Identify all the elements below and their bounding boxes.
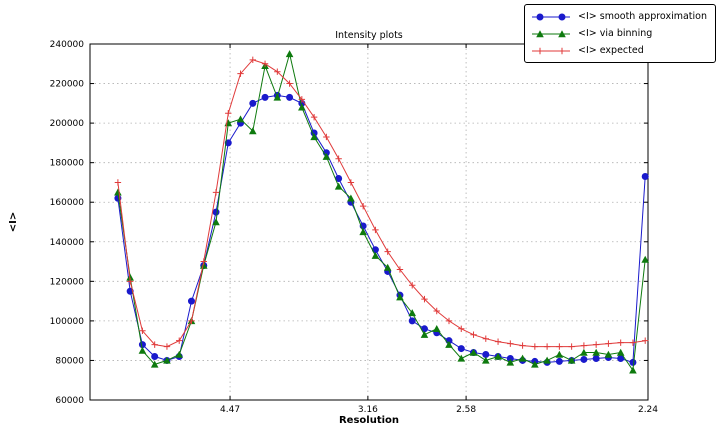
series-1 <box>114 50 650 374</box>
y-tick-label: 180000 <box>50 159 85 169</box>
x-tick-label: 4.47 <box>220 405 240 415</box>
y-tick-label: 60000 <box>55 396 84 406</box>
legend: <I> smooth approximation <I> via binning… <box>524 4 716 63</box>
y-tick-label: 120000 <box>50 277 85 287</box>
y-tick-label: 160000 <box>50 198 85 208</box>
legend-label-expected: <I> expected <box>578 45 644 56</box>
series-0 <box>114 91 649 366</box>
x-tick-label: 3.16 <box>358 405 378 415</box>
y-axis-label: <I> <box>8 212 19 232</box>
x-tick-label: 2.58 <box>456 405 476 415</box>
legend-line-circle-icon <box>532 13 571 20</box>
y-tick-label: 200000 <box>50 119 85 129</box>
series-2 <box>114 56 649 350</box>
chart-title: Intensity plots <box>335 30 403 41</box>
y-tick-label: 240000 <box>50 40 85 50</box>
x-axis-label: Resolution <box>339 415 399 426</box>
legend-line-plus-icon <box>532 47 571 54</box>
tick-labels: 60000 80000 100000 120000 140000 160000 180000… <box>50 40 659 415</box>
legend-label-smooth: <I> smooth approximation <box>578 11 707 22</box>
legend-entry-smooth: <I> smooth approximation <box>530 9 707 24</box>
series-lines <box>114 50 650 374</box>
legend-entry-binning: <I> via binning <box>530 26 707 41</box>
x-tick-label: 2.24 <box>638 405 658 415</box>
y-tick-label: 80000 <box>55 356 84 366</box>
legend-line-triangle-icon <box>532 29 571 37</box>
y-tick-label: 140000 <box>50 238 85 248</box>
y-tick-label: 220000 <box>50 80 85 90</box>
legend-entry-expected: <I> expected <box>530 43 707 58</box>
legend-label-binning: <I> via binning <box>578 28 653 39</box>
y-tick-label: 100000 <box>50 317 85 327</box>
axes-box <box>89 43 649 401</box>
